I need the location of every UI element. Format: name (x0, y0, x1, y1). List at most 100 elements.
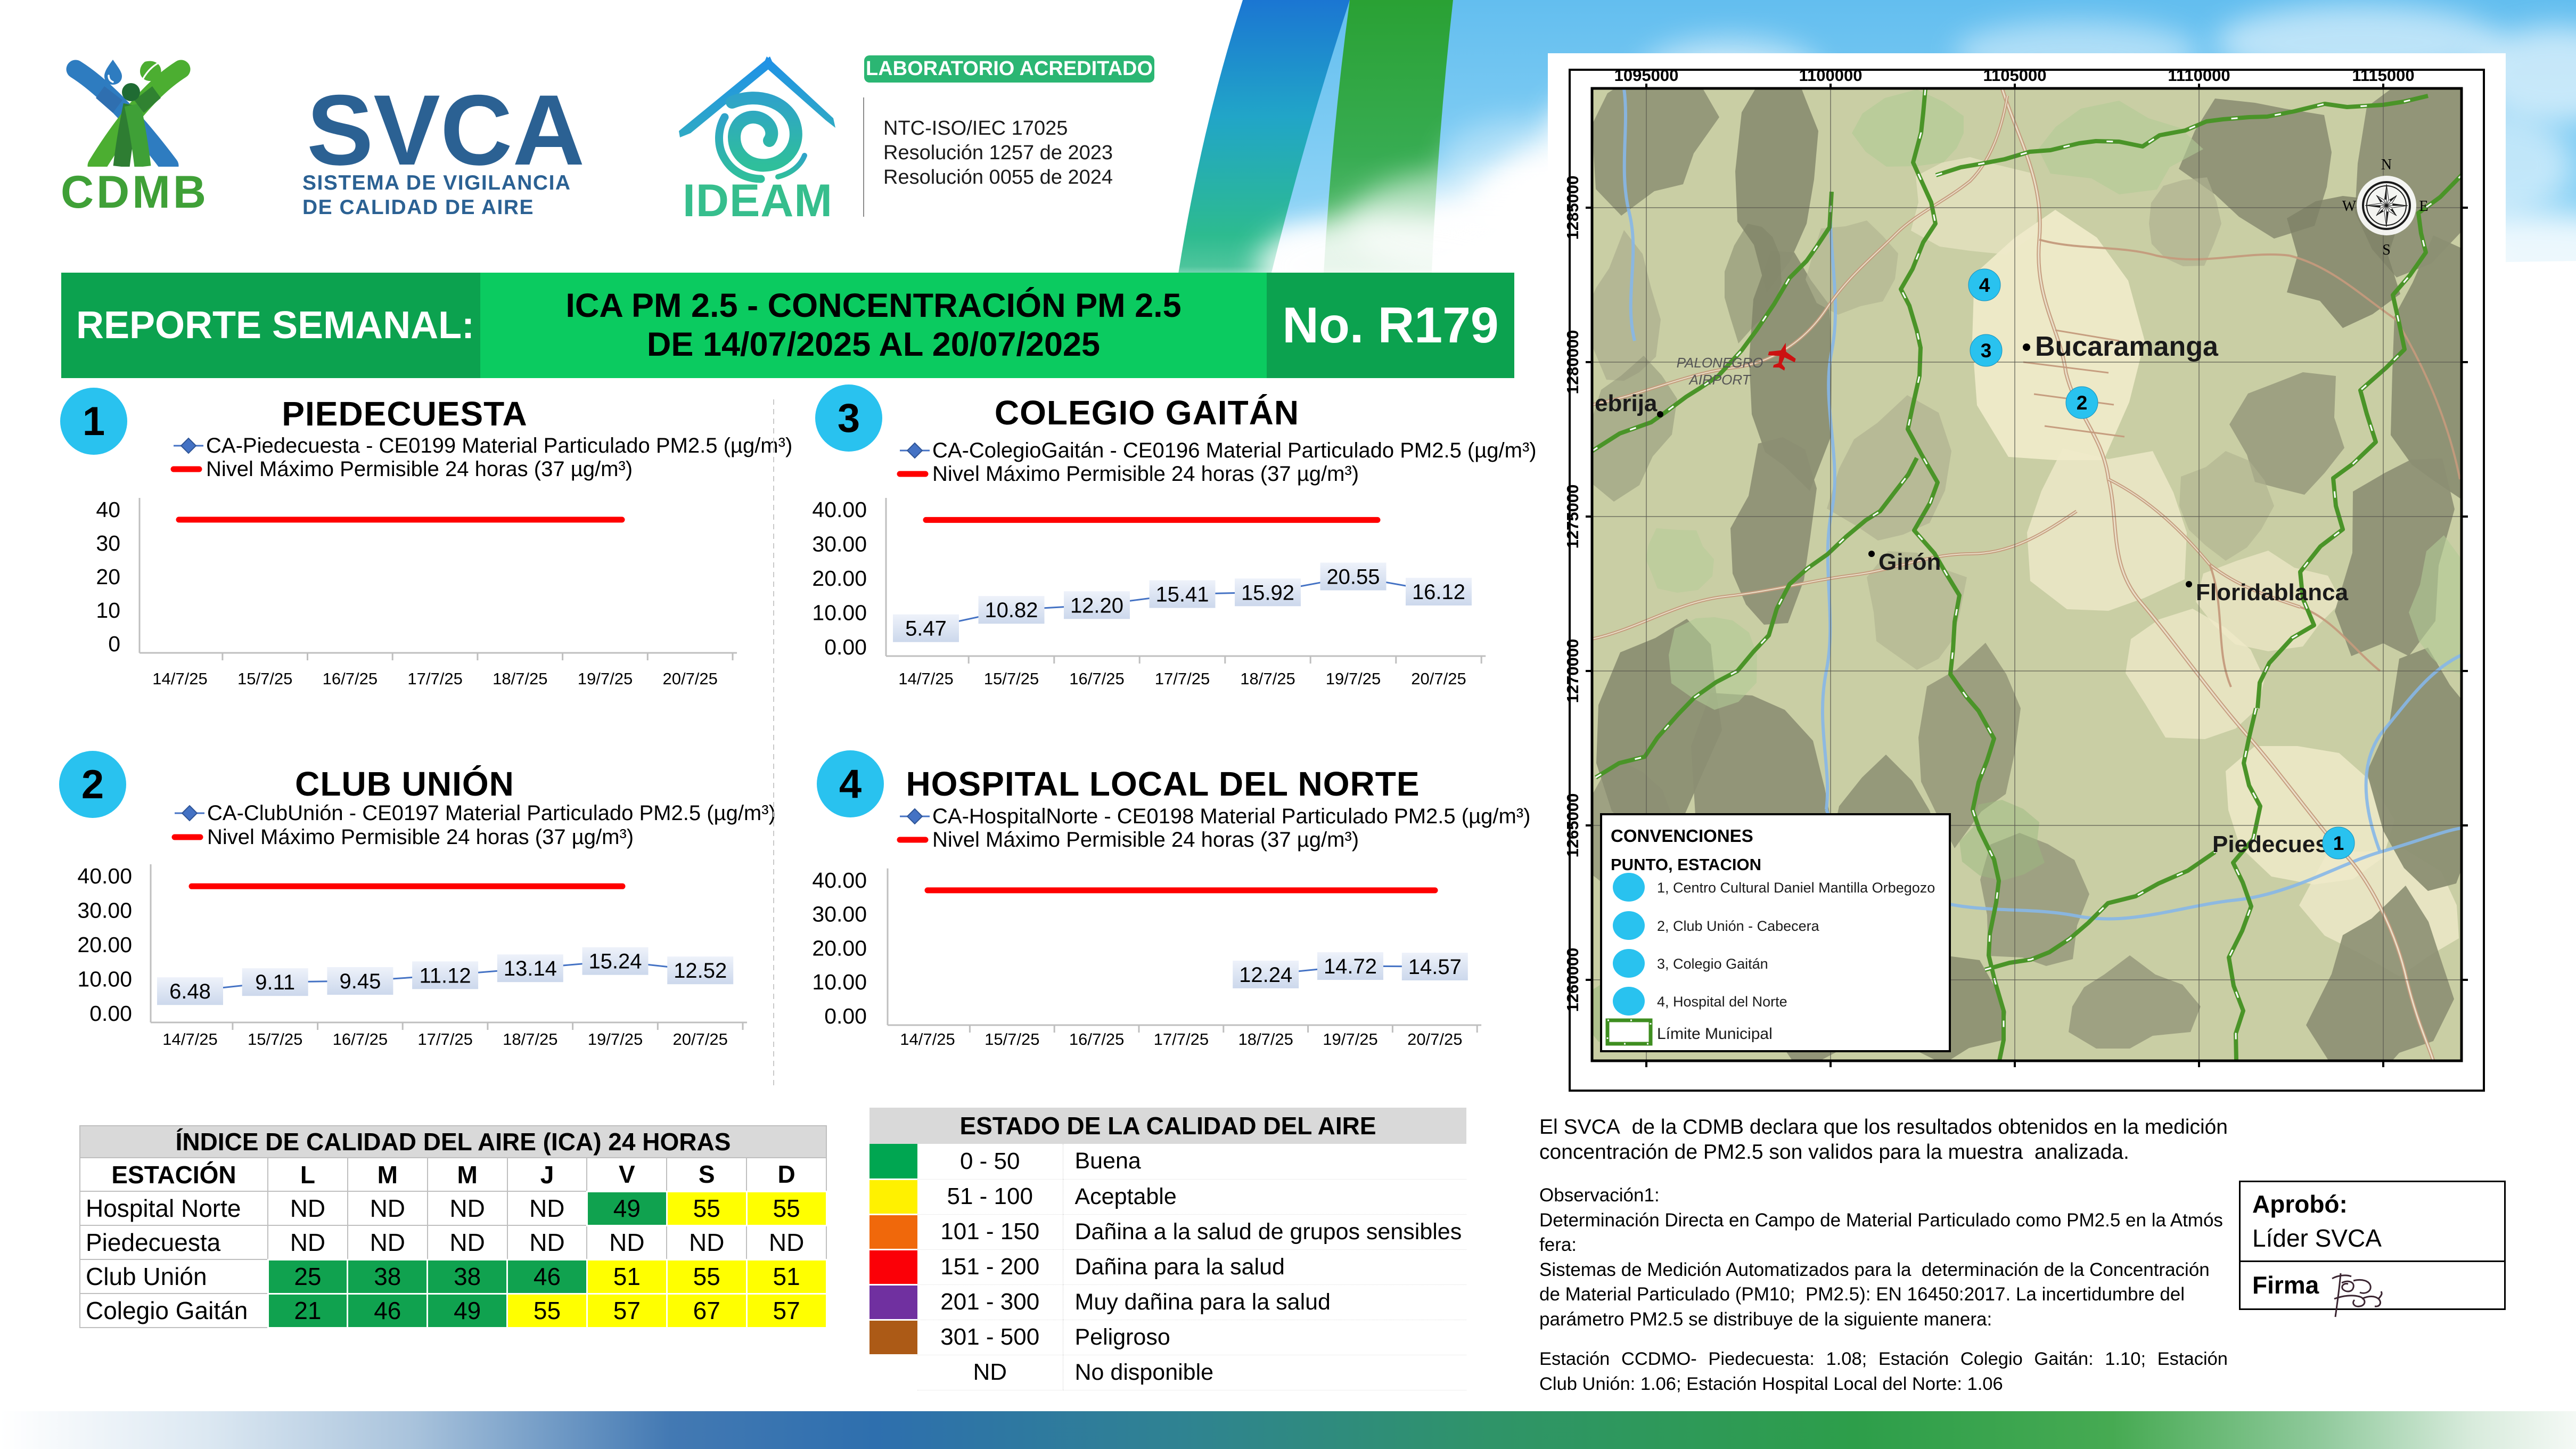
svg-text:10.00: 10.00 (812, 970, 867, 994)
svg-text:1115000: 1115000 (2352, 66, 2414, 85)
svg-text:14/7/25: 14/7/25 (152, 669, 207, 688)
svg-text:IDEAM: IDEAM (683, 175, 833, 224)
svg-text:40: 40 (96, 497, 120, 522)
svg-text:1: 1 (2333, 832, 2344, 854)
svg-text:4: 4 (839, 762, 862, 807)
svg-text:12.52: 12.52 (674, 959, 727, 983)
svg-text:18/7/25: 18/7/25 (503, 1030, 557, 1049)
svg-text:17/7/25: 17/7/25 (407, 669, 462, 688)
svg-text:1270000: 1270000 (1563, 639, 1582, 703)
svg-text:4: 4 (1979, 274, 1990, 296)
svg-text:0: 0 (108, 632, 120, 656)
svg-text:20/7/25: 20/7/25 (1411, 669, 1466, 688)
svg-text:10.82: 10.82 (985, 599, 1038, 622)
svg-text:0.00: 0.00 (824, 1004, 867, 1028)
svg-text:40.00: 40.00 (812, 868, 867, 893)
svg-text:30.00: 30.00 (812, 532, 867, 556)
svg-text:9.11: 9.11 (255, 971, 295, 994)
svg-text:Floridablanca: Floridablanca (2196, 579, 2349, 605)
svg-text:1110000: 1110000 (2168, 66, 2230, 85)
svg-text:20.55: 20.55 (1326, 566, 1380, 589)
svg-text:18/7/25: 18/7/25 (493, 669, 547, 688)
svg-text:15/7/25: 15/7/25 (237, 669, 292, 688)
svg-text:S: S (2382, 242, 2391, 258)
svg-text:30.00: 30.00 (812, 902, 867, 927)
svg-text:12.24: 12.24 (1239, 963, 1292, 987)
svg-text:14.57: 14.57 (1408, 955, 1462, 979)
svg-text:10.00: 10.00 (77, 967, 132, 992)
svg-text:20/7/25: 20/7/25 (672, 1030, 727, 1049)
svg-text:15/7/25: 15/7/25 (984, 669, 1039, 688)
svg-text:30: 30 (96, 531, 120, 555)
svg-text:14/7/25: 14/7/25 (898, 669, 953, 688)
svg-text:0.00: 0.00 (824, 635, 867, 659)
svg-text:4, Hospital del Norte: 4, Hospital del Norte (1657, 994, 1787, 1010)
svg-text:1260000: 1260000 (1563, 948, 1582, 1012)
svg-text:Nivel Máximo Permisible 24 hor: Nivel Máximo Permisible 24 horas (37 µg/… (932, 462, 1359, 486)
svg-text:16/7/25: 16/7/25 (333, 1030, 388, 1049)
svg-text:3, Colegio Gaitán: 3, Colegio Gaitán (1657, 956, 1768, 972)
svg-text:40.00: 40.00 (77, 864, 132, 888)
svg-text:3: 3 (838, 396, 860, 441)
svg-text:AIRPORT: AIRPORT (1688, 372, 1751, 388)
svg-text:10.00: 10.00 (812, 601, 867, 625)
svg-text:0.00: 0.00 (89, 1001, 132, 1026)
svg-text:1280000: 1280000 (1563, 330, 1582, 395)
svg-text:PUNTO, ESTACION: PUNTO, ESTACION (1611, 855, 1761, 874)
svg-text:9.45: 9.45 (339, 970, 381, 993)
svg-text:1095000: 1095000 (1614, 66, 1679, 85)
svg-text:E: E (2419, 198, 2428, 215)
svg-text:1100000: 1100000 (1799, 66, 1863, 85)
svg-text:HOSPITAL LOCAL DEL NORTE: HOSPITAL LOCAL DEL NORTE (906, 765, 1420, 803)
svg-text:16.12: 16.12 (1412, 580, 1465, 604)
svg-text:20.00: 20.00 (77, 932, 132, 957)
svg-text:17/7/25: 17/7/25 (1155, 669, 1210, 688)
svg-text:10: 10 (96, 598, 120, 623)
svg-text:CA-Piedecuesta - CE0199 Materi: CA-Piedecuesta - CE0199 Material Particu… (206, 434, 792, 457)
svg-text:19/7/25: 19/7/25 (1323, 1030, 1377, 1049)
svg-text:14/7/25: 14/7/25 (900, 1030, 955, 1049)
svg-text:3: 3 (1981, 340, 1992, 362)
svg-text:1, Centro Cultural Daniel Mant: 1, Centro Cultural Daniel Mantilla Orbeg… (1657, 880, 1935, 896)
svg-text:Bucaramanga: Bucaramanga (2035, 331, 2219, 362)
svg-text:19/7/25: 19/7/25 (588, 1030, 643, 1049)
svg-text:19/7/25: 19/7/25 (578, 669, 633, 688)
svg-text:18/7/25: 18/7/25 (1238, 1030, 1293, 1049)
svg-text:5.47: 5.47 (905, 617, 947, 641)
svg-text:14/7/25: 14/7/25 (162, 1030, 217, 1049)
svg-text:20.00: 20.00 (812, 936, 867, 960)
svg-text:CDMB: CDMB (61, 167, 209, 213)
svg-text:20/7/25: 20/7/25 (662, 669, 717, 688)
svg-text:N: N (2381, 157, 2392, 173)
svg-text:PIEDECUESTA: PIEDECUESTA (282, 395, 527, 433)
svg-text:Límite Municipal: Límite Municipal (1657, 1025, 1773, 1043)
svg-text:PALONEGRO: PALONEGRO (1677, 355, 1763, 371)
svg-text:16/7/25: 16/7/25 (323, 669, 378, 688)
svg-text:18/7/25: 18/7/25 (1240, 669, 1295, 688)
svg-text:Girón: Girón (1878, 549, 1941, 575)
svg-text:20/7/25: 20/7/25 (1407, 1030, 1462, 1049)
svg-text:CONVENCIONES: CONVENCIONES (1611, 826, 1753, 846)
svg-text:Nivel Máximo Permisible 24 hor: Nivel Máximo Permisible 24 horas (37 µg/… (206, 457, 633, 481)
svg-text:1265000: 1265000 (1563, 793, 1582, 858)
svg-text:12.20: 12.20 (1070, 594, 1123, 617)
svg-text:CA-ClubUnión - CE0197 Material: CA-ClubUnión - CE0197 Material Particula… (207, 801, 776, 825)
svg-text:Nivel Máximo Permisible 24 hor: Nivel Máximo Permisible 24 horas (37 µg/… (207, 825, 634, 849)
svg-text:CA-ColegioGaitán - CE0196 Mat: CA-ColegioGaitán - CE0196 Material Parti… (932, 439, 1537, 462)
svg-text:15.24: 15.24 (588, 950, 642, 973)
svg-text:15/7/25: 15/7/25 (985, 1030, 1039, 1049)
svg-text:Nivel Máximo Permisible 24 hor: Nivel Máximo Permisible 24 horas (37 µg/… (932, 828, 1359, 852)
svg-text:15.41: 15.41 (1155, 583, 1209, 607)
svg-text:40.00: 40.00 (812, 497, 867, 522)
svg-text:16/7/25: 16/7/25 (1069, 669, 1124, 688)
svg-text:14.72: 14.72 (1324, 955, 1377, 978)
svg-text:17/7/25: 17/7/25 (417, 1030, 472, 1049)
svg-text:1275000: 1275000 (1563, 485, 1582, 549)
svg-text:30.00: 30.00 (77, 898, 132, 923)
svg-text:ebrija: ebrija (1595, 390, 1658, 416)
svg-text:15/7/25: 15/7/25 (248, 1030, 302, 1049)
svg-text:CA-HospitalNorte - CE0198 Mate: CA-HospitalNorte - CE0198 Material Parti… (932, 805, 1530, 828)
svg-text:CLUB UNIÓN: CLUB UNIÓN (295, 765, 514, 803)
svg-text:20: 20 (96, 564, 120, 589)
svg-text:16/7/25: 16/7/25 (1069, 1030, 1124, 1049)
